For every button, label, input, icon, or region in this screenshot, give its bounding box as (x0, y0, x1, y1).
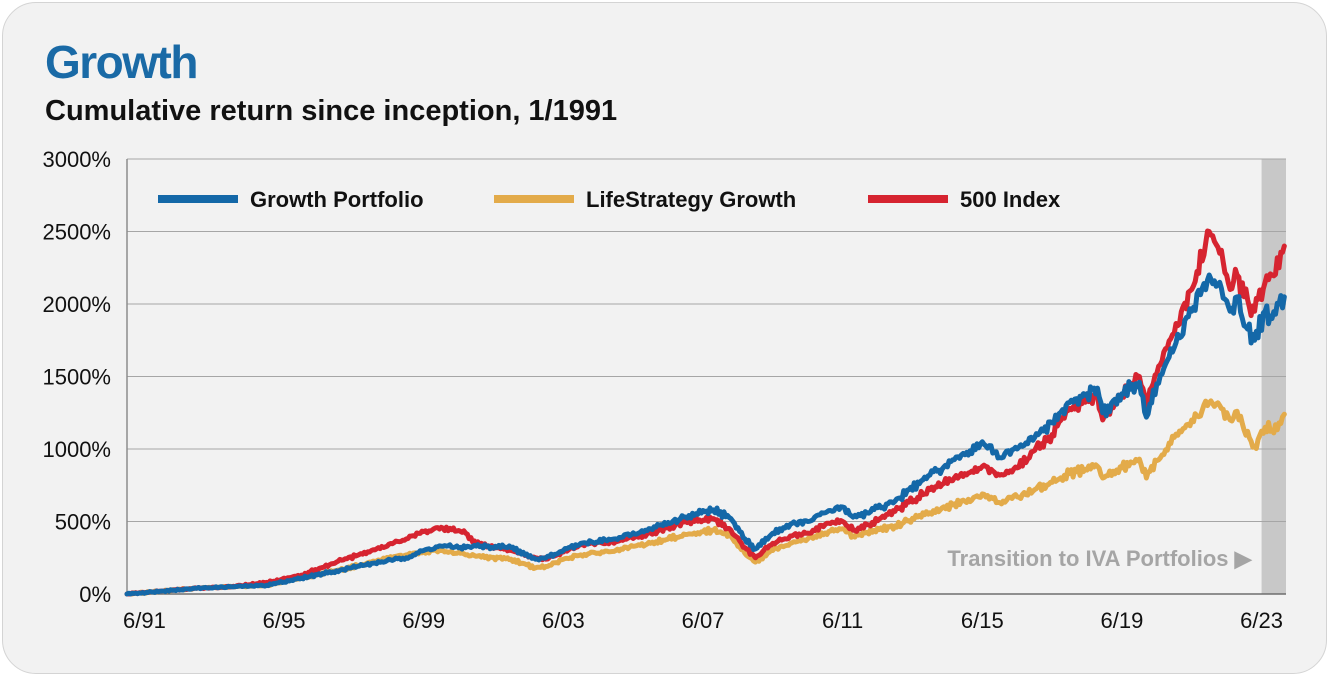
x-tick-label: 6/15 (961, 608, 1004, 633)
legend-item: LifeStrategy Growth (494, 187, 796, 212)
x-tick-label: 6/91 (123, 608, 166, 633)
y-tick-label: 0% (79, 582, 111, 607)
x-tick-label: 6/11 (822, 608, 863, 633)
legend-label: LifeStrategy Growth (586, 187, 796, 212)
x-tick-label: 6/99 (402, 608, 445, 633)
legend-label: Growth Portfolio (250, 187, 424, 212)
legend-item: 500 Index (868, 187, 1061, 212)
x-tick-label: 6/23 (1240, 608, 1283, 633)
y-tick-label: 2500% (42, 220, 111, 245)
y-tick-label: 500% (55, 510, 111, 535)
y-tick-label: 1000% (42, 437, 111, 462)
x-tick-label: 6/95 (263, 608, 306, 633)
y-tick-label: 2000% (42, 292, 111, 317)
x-tick-label: 6/19 (1101, 608, 1144, 633)
x-tick-label: 6/03 (542, 608, 585, 633)
series-500-index (124, 228, 1287, 597)
y-tick-label: 1500% (42, 365, 111, 390)
chart-title: Growth (45, 36, 198, 88)
chart-subtitle: Cumulative return since inception, 1/199… (45, 95, 618, 127)
transition-annotation: Transition to IVA Portfolios ▶ (947, 546, 1252, 571)
legend-label: 500 Index (960, 187, 1061, 212)
series-growth-portfolio (124, 272, 1287, 597)
legend-item: Growth Portfolio (158, 187, 424, 212)
y-tick-label: 3000% (42, 147, 111, 172)
x-tick-label: 6/07 (682, 608, 725, 633)
